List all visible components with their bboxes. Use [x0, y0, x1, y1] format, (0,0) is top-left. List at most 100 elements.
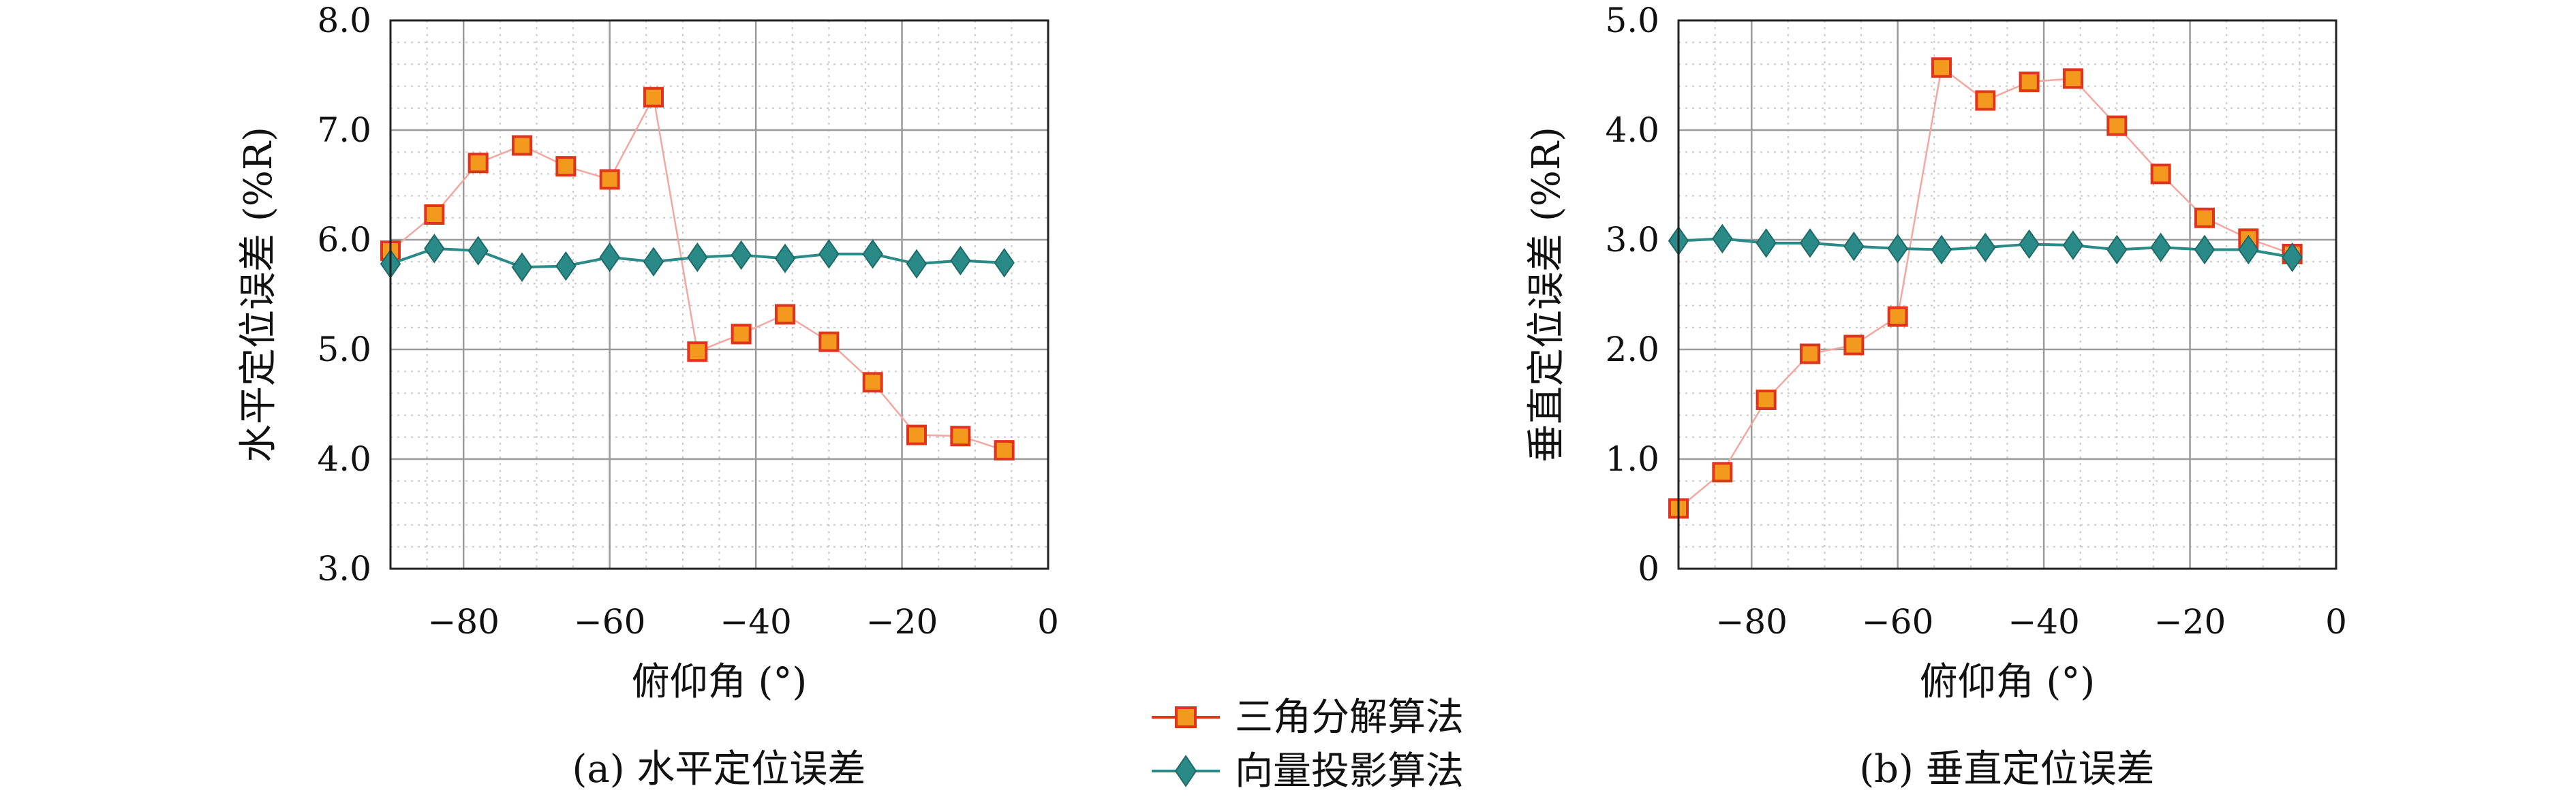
x-tick-label: −80 [427, 602, 500, 642]
x-axis-label: 俯仰角 (°) [632, 660, 808, 704]
data-point-square [994, 440, 1015, 461]
data-point-square [731, 324, 752, 345]
data-point-diamond [2238, 234, 2259, 265]
square-marker-icon [1175, 706, 1197, 728]
x-tick-label: −40 [720, 602, 792, 642]
data-point-diamond [424, 234, 445, 264]
legend: 三角分解算法 向量投影算法 [1152, 695, 1464, 794]
plot-frame [1677, 19, 2337, 570]
data-point-square [467, 153, 489, 174]
data-point-diamond [2062, 230, 2084, 260]
y-tick-label: 3.0 [1605, 220, 1659, 260]
plot-frame [389, 19, 1049, 570]
grid-lines [1678, 19, 2337, 570]
data-point-diamond [1755, 228, 1777, 258]
series-line-triangulation [390, 94, 1005, 452]
data-point-square [512, 135, 532, 156]
x-tick-label: −60 [1862, 602, 1934, 642]
data-series [380, 87, 1015, 461]
data-point-diamond [862, 239, 883, 269]
data-point-diamond [950, 245, 971, 276]
data-point-square [1975, 90, 1996, 111]
data-point-square [950, 426, 971, 447]
data-point-diamond [1799, 228, 1821, 258]
data-point-diamond [511, 252, 533, 282]
y-tick-label: 5.0 [1605, 1, 1659, 40]
y-tick-label: 8.0 [317, 1, 371, 40]
chart-panel-horizontal-error: −80 −60 −40 −20 03.04.05.06.07.08.0 俯仰角 (°) … [236, 1, 1059, 791]
data-point-square [1755, 390, 1777, 411]
data-point-diamond [1712, 223, 1733, 254]
data-point-square [687, 341, 708, 362]
y-axis-label: 水平定位误差 (%R) [236, 127, 281, 462]
x-tick-label: 0 [1037, 602, 1059, 642]
data-point-square [2106, 115, 2128, 136]
legend-entry-vector-projection: 向量投影算法 [1152, 749, 1464, 794]
tick-labels: −80 −60 −40 −20 0 3.0 4.0 5.0 6.0 7.0 8.0 [317, 1, 1058, 642]
data-point-square [862, 372, 883, 393]
data-point-diamond [1975, 232, 1996, 263]
data-point-square [2194, 207, 2215, 228]
data-point-square [1843, 334, 1865, 356]
y-tick-label: 2.0 [1605, 330, 1659, 369]
data-point-diamond [1887, 234, 1908, 264]
data-point-diamond [774, 243, 796, 274]
data-point-square [1800, 343, 1820, 364]
chart-panel-vertical-error: −80 −60 −40 −20 0 0 1.0 2.0 3.0 4.0 5.0 俯仰角 (°) 垂直… [1524, 1, 2347, 791]
y-tick-label: 5.0 [317, 330, 371, 369]
data-point-square [2019, 72, 2040, 93]
data-point-diamond [2019, 229, 2040, 260]
data-point-square [775, 304, 795, 325]
y-tick-label: 4.0 [1605, 110, 1659, 150]
data-point-diamond [687, 242, 708, 272]
y-tick-label: 1.0 [1605, 439, 1659, 479]
data-point-diamond [994, 248, 1015, 278]
data-point-square [1887, 306, 1908, 327]
data-point-diamond [2150, 232, 2171, 263]
y-tick-label: 0 [1638, 549, 1659, 588]
legend-label: 向量投影算法 [1235, 749, 1464, 794]
data-point-diamond [2282, 242, 2303, 272]
data-point-square [2063, 68, 2083, 89]
y-tick-label: 6.0 [317, 220, 371, 260]
data-point-diamond [818, 239, 840, 269]
data-point-square [643, 87, 664, 108]
panel-caption: (a) 水平定位误差 [572, 747, 866, 791]
data-point-diamond [599, 242, 620, 272]
data-point-square [599, 169, 620, 190]
x-tick-label: −20 [2154, 602, 2226, 642]
data-point-square [555, 156, 577, 177]
panel-caption: (b) 垂直定位误差 [1859, 747, 2154, 791]
data-point-square [2150, 163, 2171, 185]
data-point-diamond [2106, 234, 2128, 265]
grid-lines [390, 19, 1049, 570]
data-point-square [906, 424, 927, 445]
x-tick-label: −80 [1715, 602, 1788, 642]
x-tick-label: 0 [2325, 602, 2347, 642]
legend-label: 三角分解算法 [1235, 695, 1464, 740]
x-tick-label: −60 [574, 602, 646, 642]
data-point-square [818, 331, 840, 352]
data-point-square [424, 204, 445, 225]
x-tick-label: −20 [866, 602, 938, 642]
tick-labels: −80 −60 −40 −20 0 0 1.0 2.0 3.0 4.0 5.0 [1605, 1, 2346, 642]
series-line-triangulation [1678, 66, 2293, 509]
data-point-square [1712, 462, 1733, 483]
y-tick-label: 3.0 [317, 549, 371, 588]
data-point-diamond [467, 236, 489, 266]
data-point-diamond [643, 247, 664, 277]
y-tick-label: 4.0 [317, 439, 371, 479]
diamond-marker-icon [1174, 755, 1197, 787]
data-point-diamond [1843, 231, 1865, 262]
data-point-diamond [731, 240, 752, 270]
y-tick-label: 7.0 [317, 110, 371, 150]
legend-entry-triangulation: 三角分解算法 [1152, 695, 1464, 740]
data-point-diamond [2194, 234, 2215, 265]
data-point-diamond [906, 249, 927, 279]
x-tick-label: −40 [2008, 602, 2080, 642]
data-point-diamond [1931, 234, 1952, 265]
data-point-square [1931, 57, 1952, 78]
x-axis-label: 俯仰角 (°) [1920, 660, 2096, 704]
data-point-diamond [555, 251, 577, 281]
